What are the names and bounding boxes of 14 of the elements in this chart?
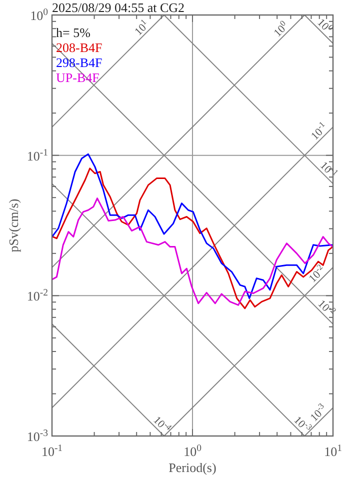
y-tick-label: 10$^{-2}$ [26, 287, 48, 304]
chart-title: 2025/08/29 04:55 at CG2 [52, 0, 185, 15]
x-tick-label: 10$^{-1}$ [41, 442, 63, 459]
x-axis-title: Period(s) [168, 460, 216, 475]
text: UP-B4F [56, 70, 100, 85]
text: 208-B4F [56, 40, 102, 55]
y-tick-label: 10$^{-3}$ [26, 428, 48, 444]
text: 298-B4F [56, 55, 102, 70]
legend-title: h= 5% [56, 25, 91, 40]
x-tick-label: 10$^{1}$ [324, 442, 342, 459]
y-axis-title: pSv(cm/s) [6, 198, 21, 252]
x-tick-label: 10$^{0}$ [184, 442, 202, 459]
y-tick-label: 10$^{-1}$ [26, 146, 48, 164]
y-tick-label: 10$^{0}$ [30, 6, 48, 23]
